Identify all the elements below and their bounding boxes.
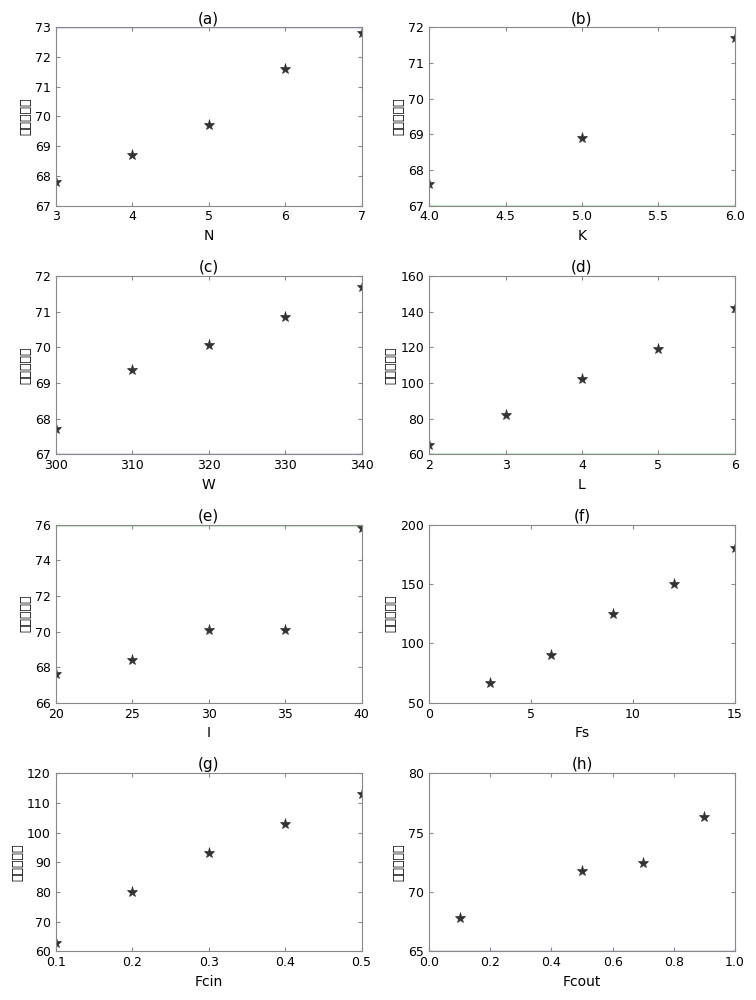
- Y-axis label: 连接块延时: 连接块延时: [19, 595, 32, 632]
- X-axis label: L: L: [578, 478, 586, 492]
- Title: (c): (c): [199, 260, 218, 275]
- X-axis label: N: N: [203, 229, 214, 243]
- Title: (h): (h): [572, 757, 593, 772]
- Title: (d): (d): [572, 260, 593, 275]
- Title: (g): (g): [198, 757, 219, 772]
- X-axis label: Fcin: Fcin: [194, 975, 223, 989]
- Y-axis label: 连接块延时: 连接块延时: [392, 844, 405, 881]
- Y-axis label: 连接块延时: 连接块延时: [11, 844, 24, 881]
- Y-axis label: 连接块延时: 连接块延时: [385, 595, 398, 632]
- X-axis label: I: I: [206, 726, 211, 740]
- X-axis label: W: W: [202, 478, 215, 492]
- Title: (e): (e): [198, 508, 219, 523]
- Y-axis label: 连接块延时: 连接块延时: [19, 346, 32, 384]
- Title: (a): (a): [198, 11, 219, 26]
- Title: (f): (f): [574, 508, 590, 523]
- X-axis label: Fcout: Fcout: [562, 975, 601, 989]
- Y-axis label: 连接块延时: 连接块延时: [392, 98, 405, 135]
- Y-axis label: 连接块延时: 连接块延时: [385, 346, 398, 384]
- X-axis label: K: K: [578, 229, 587, 243]
- X-axis label: Fs: Fs: [575, 726, 590, 740]
- Y-axis label: 连接块延时: 连接块延时: [19, 98, 32, 135]
- Title: (b): (b): [572, 11, 593, 26]
